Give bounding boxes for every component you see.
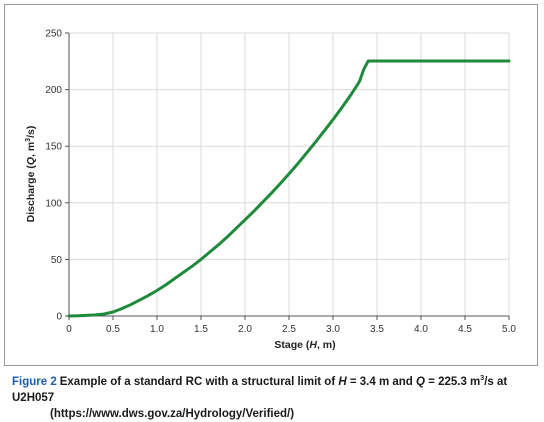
x-tick-label: 0.5 [106,324,120,335]
rating-curve-chart: 0 0.5 1.0 1.5 2.0 2.5 3.0 3.5 4.0 4.5 5.0 0 50 100 150… [25,29,516,352]
x-tick-label: 2.5 [282,324,296,335]
x-axis-title: Stage (H, m) [274,339,335,351]
x-tick-label: 2.0 [238,324,252,335]
rating-curve-line [67,59,511,318]
figure-caption: Figure 2 Example of a standard RC with a … [12,374,536,422]
x-tick-label: 0 [66,324,72,335]
caption-url: (https://www.dws.gov.za/Hydrology/Verifi… [50,408,295,420]
series-layer [67,59,511,318]
x-tick-label: 3.0 [326,324,340,335]
tick-layer: 0 0.5 1.0 1.5 2.0 2.5 3.0 3.5 4.0 4.5 5.0 0 50 100 150… [45,29,516,336]
figure-frame: 0 0.5 1.0 1.5 2.0 2.5 3.0 3.5 4.0 4.5 5.0 0 50 100 150… [4,4,538,366]
x-tick-label: 5.0 [502,324,516,335]
x-tick-label: 3.5 [370,324,384,335]
y-tick-label: 0 [56,312,62,323]
x-tick-label: 1.5 [194,324,208,335]
y-axis-title: Discharge (Q, m3/s) [25,126,37,223]
y-tick-label: 150 [45,142,62,153]
x-tick-label: 4.5 [458,324,472,335]
caption-text: Example of a standard RC with a structur… [12,375,508,404]
y-tick-label: 250 [45,29,62,40]
x-tick-label: 1.0 [150,324,164,335]
y-tick-label: 200 [45,85,62,96]
caption-label: Figure 2 [12,376,57,388]
y-tick-label: 50 [51,255,63,266]
x-tick-label: 4.0 [414,324,428,335]
y-tick-label: 100 [45,198,62,209]
